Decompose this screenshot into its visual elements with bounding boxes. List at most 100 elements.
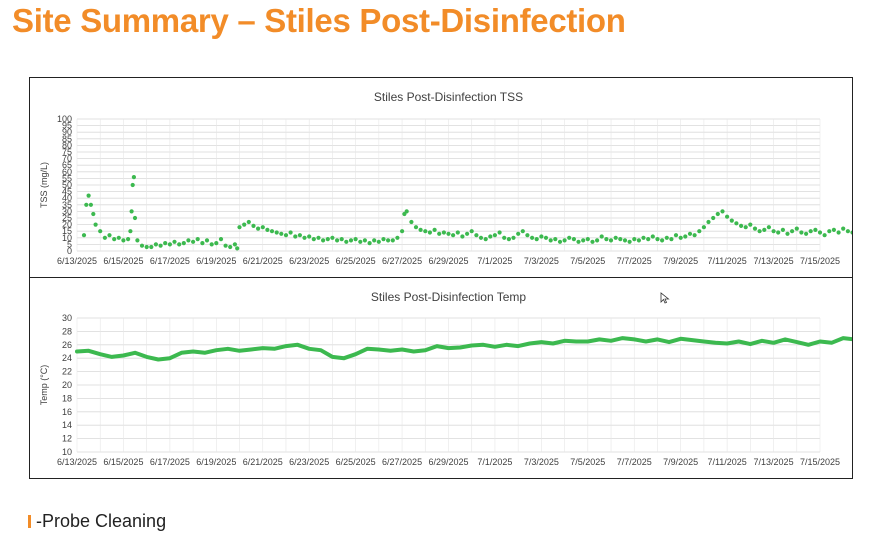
- y-tick-label: 5: [67, 239, 72, 249]
- y-tick-label: 18: [62, 393, 72, 403]
- tss-data-point: [81, 233, 87, 238]
- tss-data-point: [543, 235, 549, 240]
- tss-data-point: [776, 230, 781, 235]
- tss-data-point: [325, 237, 330, 242]
- tss-data-point: [163, 241, 168, 246]
- tss-data-point: [850, 230, 852, 235]
- tss-data-point: [613, 235, 618, 240]
- x-tick-label: 6/21/2025: [243, 457, 283, 467]
- tss-data-point: [279, 231, 284, 236]
- x-tick-label: 6/13/2025: [57, 457, 97, 467]
- tss-data-point: [437, 231, 442, 236]
- x-tick-label: 7/13/2025: [754, 457, 794, 467]
- tss-data-point: [413, 225, 419, 230]
- tss-data-point: [181, 241, 186, 246]
- y-tick-label: 10: [62, 447, 72, 457]
- x-tick-label: 7/9/2025: [663, 256, 698, 266]
- tss-data-point: [469, 229, 474, 234]
- x-tick-label: 7/7/2025: [617, 457, 652, 467]
- x-tick-label: 6/27/2025: [382, 256, 422, 266]
- tss-data-point: [128, 229, 133, 234]
- tss-data-point: [502, 235, 507, 240]
- x-tick-label: 7/3/2025: [524, 457, 559, 467]
- tss-data-point: [362, 238, 367, 243]
- tss-data-point: [274, 230, 279, 235]
- tss-data-point: [590, 239, 595, 244]
- tss-data-point: [525, 233, 530, 238]
- y-tick-label: 80: [62, 140, 72, 150]
- tss-data-point: [655, 237, 660, 242]
- tss-data-point: [632, 237, 637, 242]
- tss-data-point: [423, 229, 428, 234]
- legend: -Probe Cleaning: [28, 510, 166, 532]
- tss-data-point: [200, 241, 205, 246]
- tss-data-point: [381, 237, 386, 242]
- x-tick-label: 6/27/2025: [382, 457, 422, 467]
- tss-data-point: [372, 238, 377, 243]
- tss-data-point: [237, 225, 242, 230]
- x-tick-label: 6/23/2025: [289, 457, 329, 467]
- tss-data-point: [129, 209, 134, 214]
- tss-data-point: [762, 227, 767, 232]
- page-title: Site Summary – Stiles Post-Disinfection: [12, 2, 626, 39]
- tss-data-point: [780, 227, 786, 232]
- tss-data-point: [669, 237, 674, 242]
- tss-data-point: [86, 193, 91, 198]
- tss-data-point: [697, 229, 702, 234]
- x-tick-label: 6/25/2025: [336, 457, 376, 467]
- tss-data-point: [93, 222, 98, 227]
- tss-data-point: [116, 235, 121, 240]
- y-tick-label: 12: [62, 434, 72, 444]
- y-tick-label: 90: [62, 127, 72, 137]
- x-tick-label: 6/29/2025: [428, 256, 468, 266]
- x-tick-label: 6/17/2025: [150, 256, 190, 266]
- tss-data-point: [664, 235, 669, 240]
- tss-data-point: [172, 239, 177, 244]
- tss-data-point: [757, 229, 762, 234]
- tss-data-point: [121, 238, 126, 243]
- tss-data-point: [348, 238, 354, 243]
- tss-data-point: [567, 235, 572, 240]
- tss-data-point: [530, 235, 535, 240]
- tss-data-point: [256, 226, 261, 231]
- tss-data-point: [562, 238, 567, 243]
- tss-data-point: [204, 238, 210, 243]
- tss-data-point: [98, 229, 103, 234]
- tss-data-point: [409, 219, 414, 225]
- tss-data-point: [451, 233, 456, 238]
- x-tick-label: 7/5/2025: [570, 256, 605, 266]
- temp-chart-panel: Stiles Post-Disinfection Temp 10 12 14 16 18 2…: [29, 277, 853, 479]
- tss-data-point: [84, 202, 89, 207]
- tss-data-point: [386, 238, 391, 243]
- y-tick-label: 26: [62, 340, 72, 350]
- tss-data-point: [627, 239, 632, 244]
- y-tick-label: 30: [62, 313, 72, 323]
- y-tick-label: 14: [62, 420, 72, 430]
- x-tick-label: 7/7/2025: [617, 256, 652, 266]
- tss-data-point: [646, 237, 651, 242]
- tss-data-point: [813, 227, 818, 232]
- tss-data-point: [520, 229, 525, 234]
- tss-data-point: [228, 244, 233, 250]
- y-tick-label: 0: [67, 246, 72, 256]
- tss-data-point: [585, 237, 590, 242]
- tss-data-point: [246, 219, 251, 225]
- tss-data-point: [144, 244, 149, 250]
- tss-data-point: [539, 234, 544, 239]
- y-tick-label: 20: [62, 220, 72, 230]
- tss-data-point: [214, 241, 219, 246]
- tss-data-point: [88, 202, 93, 207]
- tss-data-point: [339, 237, 344, 242]
- tss-data-point: [715, 211, 720, 217]
- tss-data-point: [260, 225, 265, 230]
- x-tick-label: 7/1/2025: [477, 457, 512, 467]
- tss-data-point: [91, 211, 96, 217]
- tss-data-point: [367, 241, 372, 246]
- tss-data-point: [158, 243, 163, 248]
- tss-data-point: [608, 238, 614, 243]
- tss-data-point: [218, 237, 224, 242]
- y-tick-label: 16: [62, 407, 72, 417]
- tss-data-point: [130, 182, 135, 188]
- tss-data-point: [232, 242, 237, 247]
- temp-series-line: [75, 336, 852, 362]
